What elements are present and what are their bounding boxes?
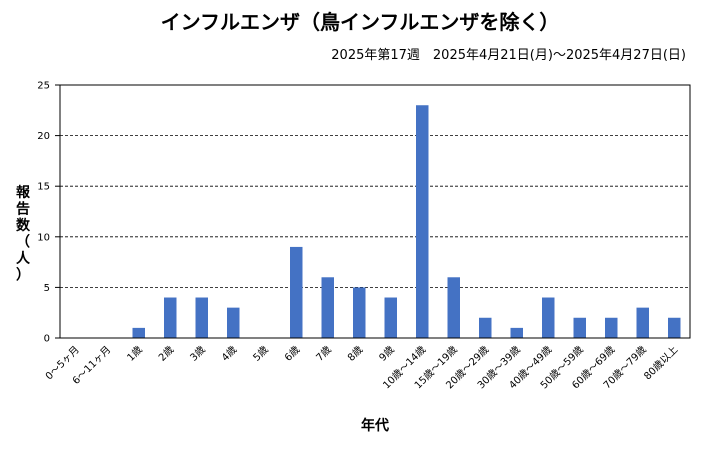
x-tick-label: 5歳 — [251, 344, 271, 364]
x-tick-label: 8歳 — [345, 344, 365, 364]
y-axis-label-char: ） — [16, 268, 30, 284]
x-tick-label: 2歳 — [156, 344, 176, 364]
x-tick-label: 1歳 — [125, 344, 145, 364]
x-tick-label: 9歳 — [377, 344, 397, 364]
x-tick-label: 7歳 — [314, 344, 334, 364]
y-tick-labels: 0 5 10 15 20 25 — [37, 81, 50, 345]
x-axis-label: 年代 — [361, 417, 389, 434]
y-axis-label-char: 告 — [16, 201, 30, 218]
bar — [164, 297, 177, 338]
y-tick-label: 20 — [37, 131, 50, 142]
bar — [290, 246, 303, 338]
y-axis-label-char: 人 — [16, 250, 31, 267]
x-tick-label: 6歳 — [282, 344, 302, 364]
bar — [668, 317, 681, 338]
y-tick-label: 0 — [44, 334, 50, 345]
x-tick-label: 80歳以上 — [642, 344, 681, 383]
bar — [353, 287, 366, 338]
bar — [605, 317, 618, 338]
y-axis-label: 報告数（人） — [16, 184, 31, 284]
bar — [384, 297, 397, 338]
bar — [416, 105, 429, 339]
bar — [510, 327, 523, 338]
y-tick-label: 10 — [37, 232, 50, 243]
y-tick-label: 15 — [37, 182, 50, 193]
y-axis-label-char: 報 — [16, 184, 31, 201]
bar — [636, 307, 649, 338]
chart-title: インフルエンザ（鳥インフルエンザを除く） — [160, 10, 560, 34]
x-tick-label: 4歳 — [219, 344, 239, 364]
bars — [132, 105, 681, 339]
bar — [195, 297, 208, 338]
gridlines — [55, 84, 690, 339]
bar — [227, 307, 240, 338]
y-axis-label-char: 数 — [16, 217, 31, 234]
bar — [321, 277, 334, 338]
y-tick-label: 5 — [44, 283, 50, 294]
bar — [447, 277, 460, 338]
bar — [479, 317, 492, 338]
bar — [132, 327, 145, 338]
chart-subtitle: 2025年第17週 2025年4月21日(月)〜2025年4月27日(日) — [331, 48, 686, 63]
bar — [542, 297, 555, 338]
plot-area-frame — [59, 84, 691, 339]
bar — [573, 317, 586, 338]
x-tick-label: 3歳 — [188, 344, 208, 364]
y-axis-label-char: （ — [16, 235, 30, 251]
y-tick-label: 25 — [37, 81, 50, 92]
